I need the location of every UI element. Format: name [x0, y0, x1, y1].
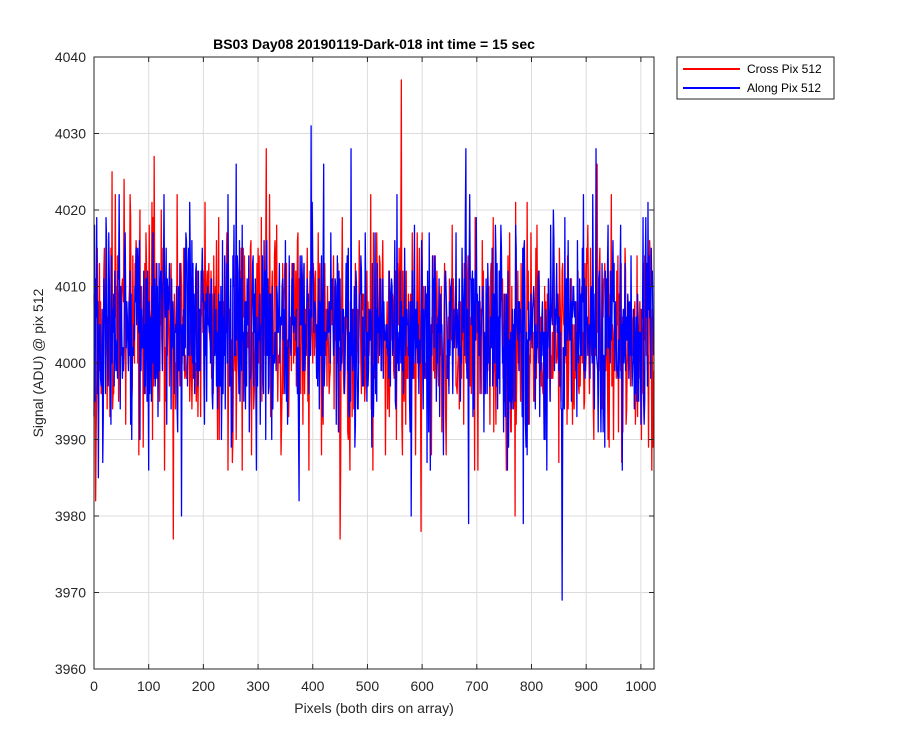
y-tick-label: 3980	[55, 508, 86, 524]
legend-entry-along: Along Pix 512	[747, 81, 821, 95]
x-tick-label: 0	[90, 678, 98, 694]
y-tick-label: 4040	[55, 49, 86, 65]
series-line-along-pix-512	[93, 125, 655, 601]
x-tick-label: 800	[520, 678, 544, 694]
chart-title: BS03 Day08 20190119-Dark-018 int time = …	[213, 36, 535, 52]
x-tick-label: 100	[137, 678, 161, 694]
y-axis-label: Signal (ADU) @ pix 512	[30, 288, 46, 437]
x-tick-label: 500	[356, 678, 380, 694]
legend-box	[676, 56, 835, 100]
x-tick-label: 400	[301, 678, 325, 694]
x-tick-label: 700	[465, 678, 489, 694]
x-tick-label: 600	[410, 678, 434, 694]
y-tick-label: 3960	[55, 661, 86, 677]
series-layer	[93, 79, 655, 601]
y-tick-label: 4030	[55, 126, 86, 142]
x-tick-label: 900	[575, 678, 599, 694]
ticks: 0 100 200 300 400 500 600 700 800 900 1000 3960 3970…	[55, 49, 657, 694]
x-tick-label: 300	[246, 678, 270, 694]
y-tick-label: 4010	[55, 279, 86, 295]
y-tick-label: 4000	[55, 355, 86, 371]
y-tick-label: 3990	[55, 432, 86, 448]
y-tick-label: 4020	[55, 202, 86, 218]
x-axis-label: Pixels (both dirs on array)	[294, 700, 454, 716]
legend-entry-cross: Cross Pix 512	[747, 62, 822, 76]
x-tick-label: 1000	[625, 678, 656, 694]
legend: Cross Pix 512 Along Pix 512	[676, 56, 835, 100]
y-tick-label: 3970	[55, 585, 86, 601]
x-tick-label: 200	[192, 678, 216, 694]
